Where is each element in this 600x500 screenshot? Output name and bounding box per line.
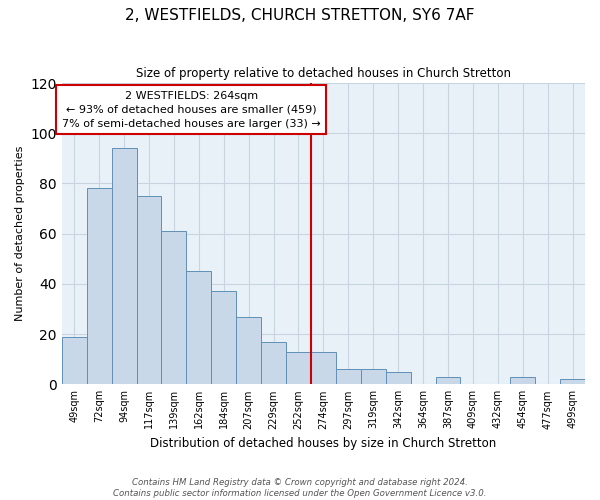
Bar <box>261 342 286 384</box>
Bar <box>286 352 311 384</box>
Bar <box>361 369 386 384</box>
Bar <box>436 377 460 384</box>
X-axis label: Distribution of detached houses by size in Church Stretton: Distribution of detached houses by size … <box>150 437 497 450</box>
Text: 2 WESTFIELDS: 264sqm
← 93% of detached houses are smaller (459)
7% of semi-detac: 2 WESTFIELDS: 264sqm ← 93% of detached h… <box>62 90 321 128</box>
Text: Contains HM Land Registry data © Crown copyright and database right 2024.
Contai: Contains HM Land Registry data © Crown c… <box>113 478 487 498</box>
Y-axis label: Number of detached properties: Number of detached properties <box>15 146 25 322</box>
Title: Size of property relative to detached houses in Church Stretton: Size of property relative to detached ho… <box>136 68 511 80</box>
Bar <box>137 196 161 384</box>
Bar <box>211 292 236 384</box>
Bar <box>510 377 535 384</box>
Bar <box>236 316 261 384</box>
Bar <box>386 372 410 384</box>
Bar <box>87 188 112 384</box>
Bar <box>336 369 361 384</box>
Bar <box>161 231 187 384</box>
Bar <box>112 148 137 384</box>
Bar <box>187 272 211 384</box>
Text: 2, WESTFIELDS, CHURCH STRETTON, SY6 7AF: 2, WESTFIELDS, CHURCH STRETTON, SY6 7AF <box>125 8 475 22</box>
Bar <box>62 336 87 384</box>
Bar <box>311 352 336 384</box>
Bar <box>560 380 585 384</box>
